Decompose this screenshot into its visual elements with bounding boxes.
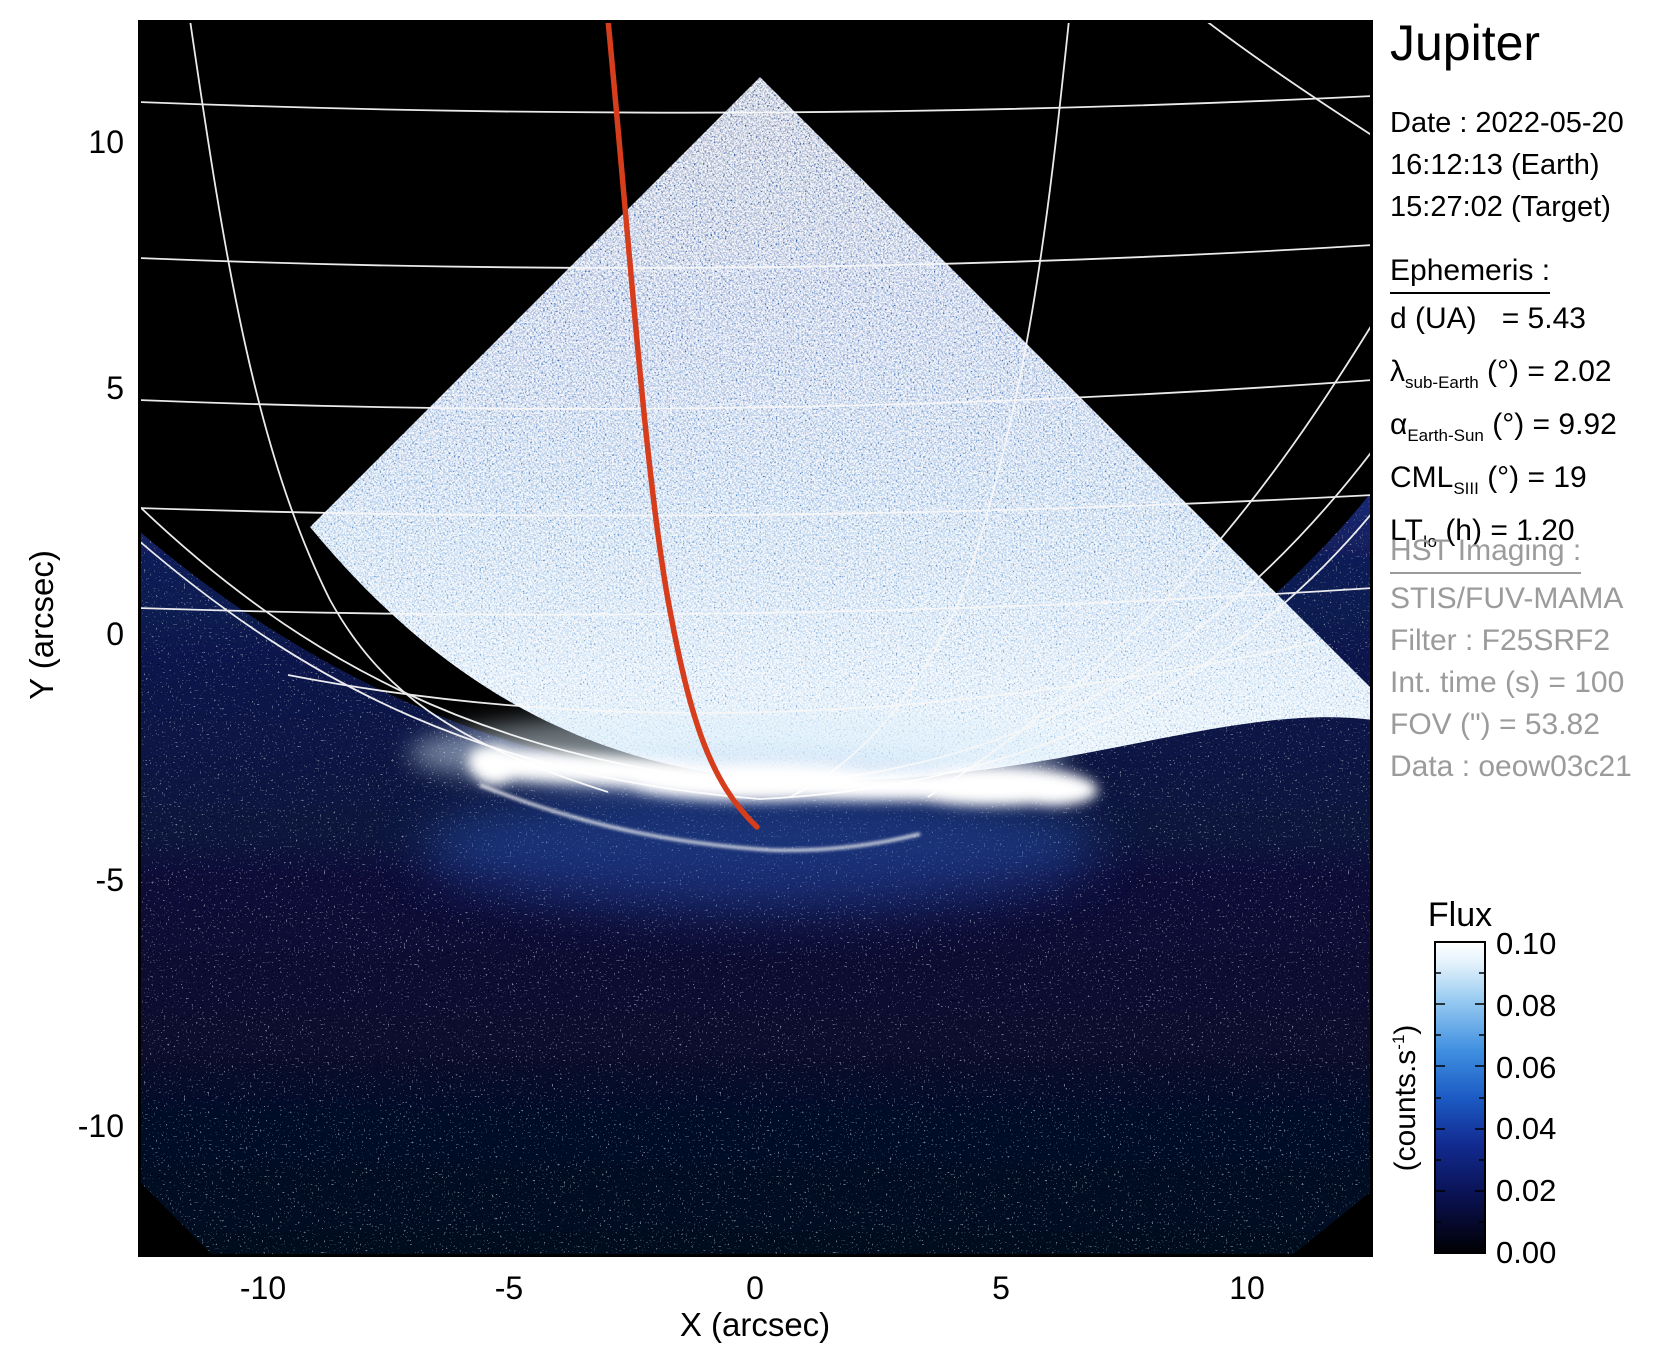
ephemeris-row-d: d (UA) = 5.43 — [1390, 298, 1617, 351]
x-axis-label: X (arcsec) — [679, 1306, 831, 1343]
hst-filter-line: Filter : F25SRF2 — [1390, 624, 1611, 657]
eph-value: (°) = 9.92 — [1483, 408, 1617, 441]
colorbar — [1434, 941, 1486, 1260]
colorbar-gradient — [1434, 941, 1486, 1254]
aurora-band — [468, 745, 1098, 806]
hst-instrument-line: STIS/FUV-MAMA — [1390, 582, 1624, 615]
meridian-line — [789, 19, 1070, 798]
hst-fov-line: FOV (") = 53.82 — [1390, 708, 1600, 741]
unit-exponent: -1 — [1389, 1034, 1408, 1050]
colorbar-tick-label: 0.00 — [1496, 1235, 1557, 1270]
eph-value: (°) = 19 — [1478, 461, 1587, 494]
y-tick-label: -10 — [77, 1107, 124, 1144]
target-title: Jupiter — [1390, 15, 1541, 71]
y-tick-label: 10 — [88, 123, 124, 160]
hst-inttime-line: Int. time (s) = 100 — [1390, 666, 1625, 699]
eph-symbol: CML — [1390, 461, 1454, 494]
latitude-line — [137, 95, 1374, 114]
latitude-line — [137, 587, 1374, 616]
graticule — [137, 19, 1374, 852]
colorbar-tick-label: 0.02 — [1496, 1173, 1557, 1208]
plot-border — [138, 20, 1373, 1257]
ephemeris-row-alpha: αEarth-Sun (°) = 9.92 — [1390, 404, 1617, 457]
ephemeris-heading: Ephemeris : — [1390, 254, 1551, 294]
x-tick-label: 0 — [746, 1270, 764, 1306]
eph-value: (°) = 2.02 — [1478, 355, 1612, 388]
io-track — [605, 17, 760, 830]
hst-heading: HST Imaging : — [1390, 534, 1582, 574]
x-tick-label: -10 — [239, 1270, 287, 1306]
meridian-line — [1204, 19, 1374, 137]
eph-symbol: d (UA) — [1390, 302, 1477, 335]
unit-prefix: (counts.s — [1389, 1049, 1422, 1172]
latitude-line — [137, 494, 1374, 517]
ephemeris-row-lt: LTIo (h) = 1.20 — [1390, 510, 1617, 563]
colorbar-tick-label: 0.04 — [1496, 1111, 1557, 1146]
colorbar-unit: (counts.s-1) — [1389, 1025, 1423, 1172]
x-tick-label: 5 — [992, 1270, 1010, 1306]
eph-value: (h) = 1.20 — [1436, 514, 1575, 547]
ephemeris-row-cml: CMLSIII (°) = 19 — [1390, 457, 1617, 510]
eph-symbol: α — [1390, 408, 1408, 441]
y-tick-label: 5 — [106, 369, 124, 406]
eph-symbol: λ — [1390, 355, 1405, 388]
ephemeris-row-lambda: λsub-Earth (°) = 2.02 — [1390, 351, 1617, 404]
hst-data-line: Data : oeow03c21 — [1390, 750, 1632, 783]
colorbar-tick-label: 0.08 — [1496, 988, 1557, 1023]
hst-imaging-panel: HST Imaging : STIS/FUV-MAMA Filter : F25… — [1390, 534, 1632, 788]
dayglow-region — [310, 77, 1373, 781]
eph-subscript: sub-Earth — [1405, 373, 1479, 392]
latitude-line — [287, 641, 1319, 714]
x-tick-label: -5 — [494, 1270, 524, 1306]
y-tick-label: 0 — [106, 615, 124, 652]
fuv-image-canvas — [137, 17, 1374, 1257]
aurora-lower-arc — [479, 783, 921, 852]
y-tick-label: -5 — [95, 861, 124, 898]
eph-symbol: LT — [1390, 514, 1423, 547]
eph-subscript: Io — [1422, 532, 1437, 551]
date-line: Date : 2022-05-20 — [1390, 107, 1624, 139]
eph-value: = 5.43 — [1476, 302, 1586, 335]
latitude-line — [137, 379, 1374, 410]
observation-datetime: Date : 2022-05-20 16:12:13 (Earth) 15:27… — [1390, 102, 1624, 228]
colorbar-tick-label: 0.10 — [1496, 926, 1557, 961]
colorbar-title: Flux — [1427, 896, 1493, 934]
eph-subscript: SIII — [1453, 479, 1479, 498]
target-time-line: 15:27:02 (Target) — [1390, 191, 1611, 223]
eph-subscript: Earth-Sun — [1407, 426, 1484, 445]
meridian-line — [189, 19, 609, 793]
x-tick-label: 10 — [1229, 1270, 1265, 1306]
colorbar-ticks — [1435, 941, 1485, 1254]
latitude-line — [137, 244, 1374, 269]
unit-suffix: ) — [1389, 1024, 1422, 1035]
aurora-glow — [408, 713, 1100, 910]
meridian-line — [927, 322, 1374, 798]
image-plot — [137, 17, 1374, 1257]
ephemeris-panel: Ephemeris : d (UA) = 5.43 λsub-Earth (°)… — [1390, 254, 1617, 563]
colorbar-tick-label: 0.06 — [1496, 1050, 1557, 1085]
earth-time-line: 16:12:13 (Earth) — [1390, 149, 1600, 181]
